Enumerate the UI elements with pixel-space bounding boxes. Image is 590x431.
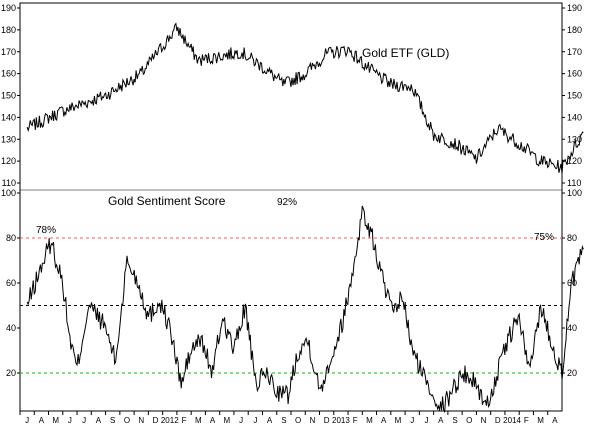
x-tick-label: J — [25, 416, 29, 425]
gld-y-tick-label: 120 — [567, 156, 582, 166]
x-tick-label: J — [410, 416, 414, 425]
x-tick-label: O — [124, 416, 130, 425]
sentiment-y-tick-label: 20 — [6, 368, 16, 378]
sentiment-y-tick-label: 20 — [567, 368, 577, 378]
sentiment-y-tick-label: 60 — [567, 278, 577, 288]
sentiment-y-axis-left: 20 40 60 80 100 — [1, 188, 20, 378]
x-tick-label: 2013 — [332, 416, 350, 425]
x-tick-label: D — [153, 416, 159, 425]
x-tick-label: J — [425, 416, 429, 425]
x-tick-label: D — [324, 416, 330, 425]
x-tick-label: O — [295, 416, 301, 425]
gld-y-tick-label: 190 — [567, 3, 582, 13]
x-tick-label: S — [281, 416, 286, 425]
x-tick-label: 2014 — [503, 416, 521, 425]
x-tick-label: J — [68, 416, 72, 425]
x-tick-label: N — [481, 416, 487, 425]
annotation-92: 92% — [277, 197, 297, 208]
x-tick-label: S — [452, 416, 457, 425]
sentiment-y-tick-label: 60 — [6, 278, 16, 288]
sentiment-title: Gold Sentiment Score — [108, 194, 226, 208]
x-tick-label: A — [267, 416, 273, 425]
x-tick-label: J — [82, 416, 86, 425]
gld-y-tick-label: 140 — [1, 112, 16, 122]
gld-y-tick-label: 180 — [1, 25, 16, 35]
x-axis: J A M J J A S O N D 2012 F M A M J J A S O N D 2013 F M A M J J A S O N D… — [19, 411, 558, 425]
gld-y-tick-label: 190 — [1, 3, 16, 13]
x-tick-label: A — [210, 416, 216, 425]
x-tick-label: F — [524, 416, 529, 425]
gld-y-tick-label: 180 — [567, 25, 582, 35]
x-tick-label: M — [366, 416, 373, 425]
gld-y-tick-label: 170 — [1, 47, 16, 57]
x-tick-label: M — [195, 416, 202, 425]
sentiment-y-tick-label: 100 — [1, 188, 16, 198]
x-tick-label: M — [395, 416, 402, 425]
x-tick-label: F — [182, 416, 187, 425]
gld-y-tick-label: 160 — [567, 69, 582, 79]
sentiment-y-tick-label: 40 — [6, 323, 16, 333]
gld-title: Gold ETF (GLD) — [362, 46, 449, 60]
gld-y-tick-label: 170 — [567, 47, 582, 57]
sent-series-line — [26, 205, 584, 413]
x-tick-label: M — [537, 416, 544, 425]
x-tick-label: J — [253, 416, 257, 425]
annotation-75: 75% — [534, 232, 554, 243]
gld-y-tick-label: 160 — [1, 69, 16, 79]
x-tick-label: S — [110, 416, 115, 425]
gld-y-tick-label: 110 — [567, 178, 581, 188]
sentiment-y-tick-label: 40 — [567, 323, 577, 333]
gld-y-tick-label: 140 — [567, 112, 582, 122]
gld-y-tick-label: 130 — [1, 134, 16, 144]
sentiment-y-tick-label: 100 — [567, 188, 582, 198]
x-tick-label: N — [310, 416, 316, 425]
sentiment-y-tick-label: 80 — [567, 233, 577, 243]
sentiment-y-tick-label: 80 — [6, 233, 16, 243]
gld-y-axis-right: 110 120 130 140 150 160 170 180 190 — [562, 3, 582, 188]
x-tick-label: J — [239, 416, 243, 425]
x-tick-label: D — [495, 416, 501, 425]
x-tick-label: N — [138, 416, 144, 425]
gld-price-series — [26, 22, 584, 174]
reference-lines — [20, 237, 562, 374]
annotation-78: 78% — [36, 225, 56, 236]
x-tick-label: A — [552, 416, 558, 425]
gld-y-tick-label: 150 — [567, 91, 582, 101]
x-tick-label: A — [438, 416, 444, 425]
gld-y-tick-label: 130 — [567, 134, 582, 144]
x-tick-label: O — [466, 416, 472, 425]
gld-y-tick-label: 110 — [2, 178, 16, 188]
gld-y-tick-label: 120 — [1, 156, 16, 166]
x-tick-label: 2012 — [161, 416, 179, 425]
gld-series-line — [26, 22, 584, 174]
x-tick-label: M — [52, 416, 59, 425]
x-tick-label: F — [353, 416, 358, 425]
sentiment-y-axis-right: 20 40 60 80 100 — [562, 188, 582, 378]
x-tick-label: A — [39, 416, 45, 425]
gld-y-tick-label: 150 — [1, 91, 16, 101]
x-tick-label: A — [381, 416, 387, 425]
gld-y-axis-left: 110 120 130 140 150 160 170 180 190 — [1, 3, 20, 188]
sentiment-score-series — [26, 205, 584, 413]
x-tick-label: M — [223, 416, 230, 425]
x-tick-label: A — [96, 416, 102, 425]
